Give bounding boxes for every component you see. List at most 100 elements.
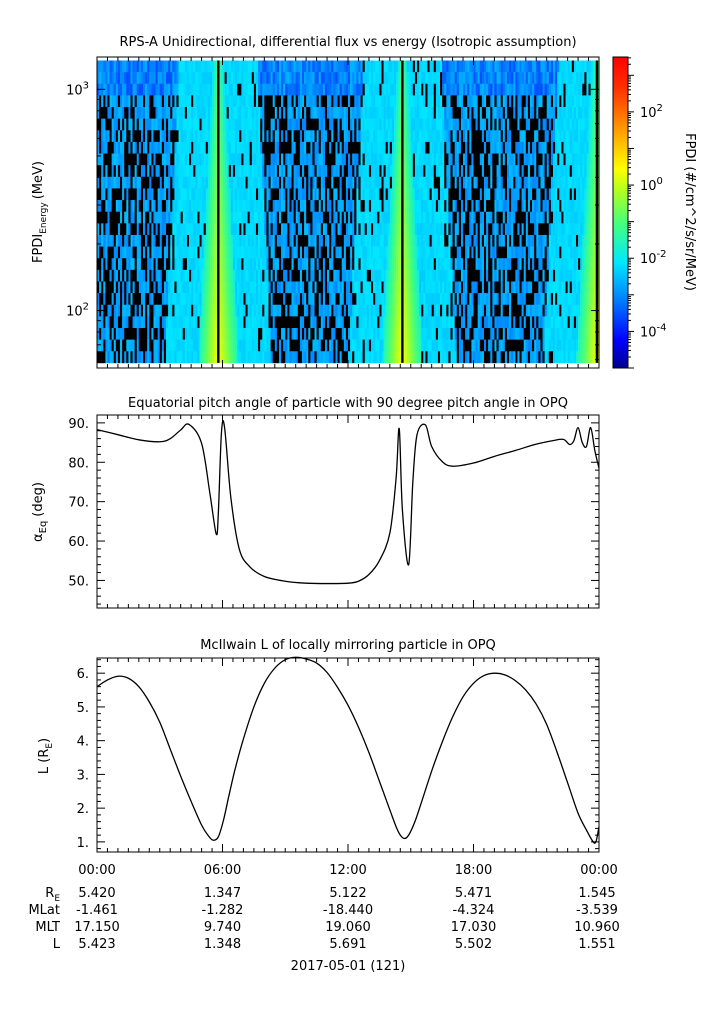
heatmap-cell: [255, 130, 259, 143]
heatmap-cell: [186, 95, 190, 108]
heatmap-cell: [237, 188, 240, 201]
heatmap-cell: [555, 234, 558, 247]
heatmap-cell: [548, 223, 552, 236]
heatmap-cell: [109, 107, 112, 119]
heatmap-cell: [573, 176, 577, 189]
heatmap-cell: [481, 223, 485, 236]
heatmap-cell: [159, 165, 163, 178]
heatmap-cell: [191, 258, 194, 271]
heatmap-cell: [523, 153, 527, 166]
heatmap-cell: [463, 60, 466, 73]
heatmap-cell: [536, 153, 539, 166]
heatmap-cell: [496, 130, 499, 143]
heatmap-cell: [373, 95, 376, 108]
heatmap-cell: [446, 165, 449, 178]
heatmap-cell: [147, 130, 150, 143]
heatmap-cell: [509, 83, 512, 96]
heatmap-cell: [446, 72, 449, 85]
heatmap-cell: [151, 72, 154, 85]
heatmap-cell: [264, 165, 267, 178]
heatmap-cell: [297, 141, 301, 154]
heatmap-cell: [264, 246, 267, 259]
heatmap-cell: [368, 234, 372, 247]
heatmap-cell: [471, 141, 474, 154]
heatmap-cell: [166, 269, 169, 282]
heatmap-cell: [197, 95, 200, 108]
heatmap-cell: [166, 246, 169, 259]
heatmap-cell: [590, 246, 594, 259]
heatmap-cell: [546, 165, 550, 178]
heatmap-cell: [481, 258, 485, 271]
heatmap-cell: [513, 107, 516, 119]
heatmap-cell: [212, 269, 215, 282]
heatmap-cell: [410, 281, 414, 294]
heatmap-cell: [209, 281, 213, 294]
spectrogram-cells: [97, 60, 600, 364]
heatmap-cell: [569, 141, 573, 154]
heatmap-cell: [473, 107, 476, 119]
heatmap-cell: [486, 107, 489, 119]
heatmap-cell: [322, 130, 326, 143]
heatmap-cell: [456, 234, 460, 247]
heatmap-cell: [101, 246, 104, 259]
heatmap-cell: [115, 258, 119, 271]
heatmap-cell: [327, 118, 330, 131]
heatmap-cell: [565, 176, 568, 189]
heatmap-cell: [205, 258, 209, 271]
heatmap-cell: [314, 211, 317, 224]
heatmap-cell: [235, 234, 238, 247]
heatmap-cell: [448, 293, 451, 306]
heatmap-cell: [241, 107, 244, 119]
heatmap-cell: [149, 258, 152, 271]
heatmap-cell: [113, 72, 117, 85]
heatmap-cell: [278, 83, 282, 96]
heatmap-cell: [322, 293, 326, 306]
heatmap-cell: [588, 153, 591, 166]
heatmap-cell: [521, 83, 524, 96]
heatmap-cell: [548, 141, 552, 154]
heatmap-cell: [417, 269, 420, 282]
heatmap-cell: [170, 223, 173, 236]
heatmap-cell: [247, 200, 250, 212]
heatmap-cell: [283, 281, 286, 294]
heatmap-cell: [172, 95, 175, 108]
heatmap-cell: [559, 234, 562, 247]
heatmap-cell: [182, 141, 186, 154]
heatmap-cell: [492, 60, 495, 73]
heatmap-cell: [580, 107, 583, 119]
heatmap-cell: [333, 95, 336, 108]
heatmap-cell: [128, 188, 131, 201]
heatmap-cell: [483, 258, 487, 271]
heatmap-cell: [460, 281, 464, 294]
heatmap-cell: [479, 165, 483, 178]
heatmap-cell: [132, 107, 135, 119]
heatmap-cell: [212, 258, 215, 271]
heatmap-cell: [249, 153, 253, 166]
heatmap-cell: [481, 176, 485, 189]
heatmap-cell: [209, 293, 213, 306]
heatmap-cell: [452, 269, 455, 282]
heatmap-cell: [396, 269, 399, 282]
heatmap-cell: [220, 130, 223, 143]
heatmap-cell: [377, 95, 380, 108]
heatmap-cell: [182, 118, 186, 131]
heatmap-cell: [306, 293, 309, 306]
heatmap-cell: [224, 130, 227, 143]
heatmap-cell: [320, 83, 324, 96]
heatmap-cell: [479, 83, 483, 96]
heatmap-cell: [406, 188, 409, 201]
heatmap-cell: [220, 176, 223, 189]
heatmap-cell: [425, 141, 428, 154]
heatmap-cell: [385, 153, 389, 166]
heatmap-cell: [182, 188, 186, 201]
heatmap-cell: [584, 83, 587, 96]
heatmap-cell: [483, 153, 487, 166]
heatmap-cell: [339, 246, 343, 259]
heatmap-cell: [289, 107, 292, 119]
heatmap-cell: [291, 269, 294, 282]
heatmap-cell: [467, 234, 470, 247]
heatmap-cell: [230, 60, 234, 73]
heatmap-cell: [214, 60, 217, 73]
heatmap-cell: [140, 141, 144, 154]
heatmap-cell: [458, 258, 462, 271]
